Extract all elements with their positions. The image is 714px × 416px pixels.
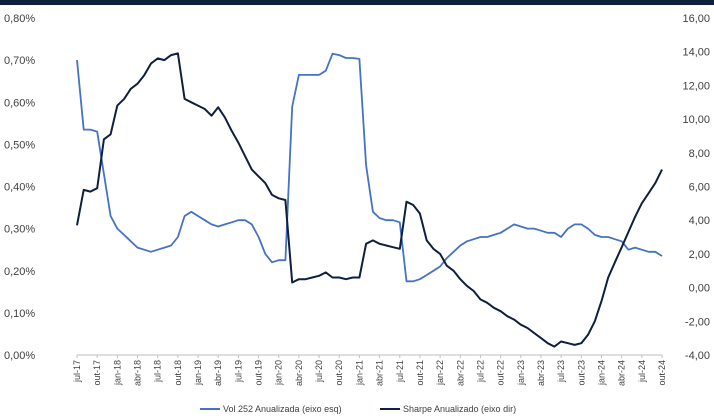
x-tick-label: jan-21 [354,360,364,386]
y-left-tick-label: 0,20% [4,266,35,278]
x-tick-label: abr-23 [536,360,546,386]
series-line-sharpe [76,52,663,348]
x-tick-label: jul-24 [637,360,647,383]
series-line-vol-252 [76,52,663,283]
y-right-tick-label: 2,00 [689,249,710,261]
y-right-tick-label: 0,00 [689,283,710,295]
x-tick-label: jan-22 [435,360,445,386]
y-right-tick-label: 10,00 [682,114,710,126]
x-tick-label: out-18 [173,360,183,386]
x-tick-label: out-24 [657,360,667,386]
x-tick-label: jan-19 [193,360,203,386]
x-tick-label: jul-20 [314,360,324,383]
y-right-tick-label: -2,00 [685,316,710,328]
y-left-tick-label: 0,40% [4,182,35,194]
y-left-tick-label: 0,70% [4,55,35,67]
x-tick-label: jul-22 [475,360,485,383]
y-left-tick-label: 0,50% [4,139,35,151]
x-tick-label: abr-20 [294,360,304,386]
x-tick-label: abr-22 [455,360,465,386]
y-right-tick-label: -4,00 [685,350,710,362]
y-right-tick-label: 4,00 [689,215,710,227]
x-tick-label: jan-24 [596,360,606,386]
x-tick-label: jul-23 [556,360,566,383]
y-left-tick-label: 0,80% [4,13,35,25]
top-border-bar [0,0,714,5]
chart-legend: Vol 252 Anualizada (eixo esq) Sharpe Anua… [200,404,516,414]
legend-label: Sharpe Anualizado (eixo dir) [403,404,516,414]
x-tick-label: out-23 [576,360,586,386]
x-tick-label: jul-19 [233,360,243,383]
x-tick-label: out-20 [334,360,344,386]
x-tick-label: abr-21 [375,360,385,386]
legend-label: Vol 252 Anualizada (eixo esq) [223,404,342,414]
x-tick-label: jan-23 [516,360,526,386]
x-tick-label: jan-20 [274,360,284,386]
chart-series [76,52,663,348]
x-tick-label: out-17 [92,360,102,386]
x-tick-label: out-22 [496,360,506,386]
y-right-tick-label: 6,00 [689,182,710,194]
x-tick-label: abr-24 [617,360,627,386]
x-tick-label: jul-18 [153,360,163,383]
chart-axes: 0,00% 0,10% 0,20% 0,30% 0,40% 0,50% 0,60% 0,70%… [4,13,710,386]
y-right-tick-label: 8,00 [689,148,710,160]
y-left-tick-label: 0,30% [4,224,35,236]
y-left-tick-label: 0,10% [4,308,35,320]
x-tick-label: jul-17 [72,360,82,383]
y-left-tick-label: 0,60% [4,97,35,109]
y-right-tick-label: 14,00 [682,47,710,59]
x-tick-label: abr-18 [133,360,143,386]
x-tick-label: out-21 [415,360,425,386]
x-tick-label: jan-18 [112,360,122,386]
y-right-tick-label: 16,00 [682,13,710,25]
x-tick-label: jul-21 [395,360,405,383]
y-left-tick-label: 0,00% [4,350,35,362]
x-tick-label: out-19 [254,360,264,386]
y-right-tick-label: 12,00 [682,80,710,92]
x-tick-label: abr-19 [213,360,223,386]
